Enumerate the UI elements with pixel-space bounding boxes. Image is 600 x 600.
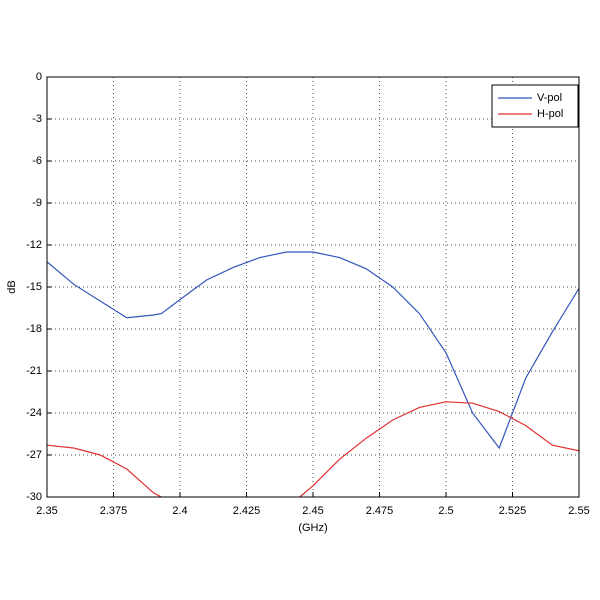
y-tick-label: -30	[26, 491, 42, 503]
y-tick-label: 0	[36, 71, 42, 83]
y-tick-label: -24	[26, 407, 42, 419]
x-tick-label: 2.375	[100, 505, 128, 517]
legend-box	[491, 84, 579, 128]
y-tick-label: -6	[32, 155, 42, 167]
y-tick-label: -15	[26, 281, 42, 293]
y-tick-label: -9	[32, 197, 42, 209]
y-tick-label: -18	[26, 323, 42, 335]
x-tick-label: 2.35	[36, 505, 57, 517]
x-tick-label: 2.4	[172, 505, 187, 517]
y-tick-label: -21	[26, 365, 42, 377]
x-tick-label: 2.45	[302, 505, 323, 517]
y-tick-label: -12	[26, 239, 42, 251]
lines	[47, 251, 579, 497]
y-tick-label: -27	[26, 449, 42, 461]
y-axis-label: dB	[6, 280, 18, 293]
x-axis-label: (GHz)	[298, 522, 327, 534]
x-tick-label: 2.425	[233, 505, 261, 517]
legend-label: H-pol	[537, 108, 563, 120]
legend: V-pol H-pol	[491, 84, 579, 128]
x-tick-label: 2.525	[499, 505, 527, 517]
y-tick-label: -3	[32, 113, 42, 125]
legend-label: V-pol	[537, 92, 562, 104]
axes-box	[46, 76, 580, 498]
x-tick-label: 2.55	[568, 505, 589, 517]
x-tick-label: 2.5	[438, 505, 453, 517]
series-line	[47, 251, 579, 450]
x-tick-label: 2.475	[366, 505, 394, 517]
series-line	[47, 401, 579, 497]
